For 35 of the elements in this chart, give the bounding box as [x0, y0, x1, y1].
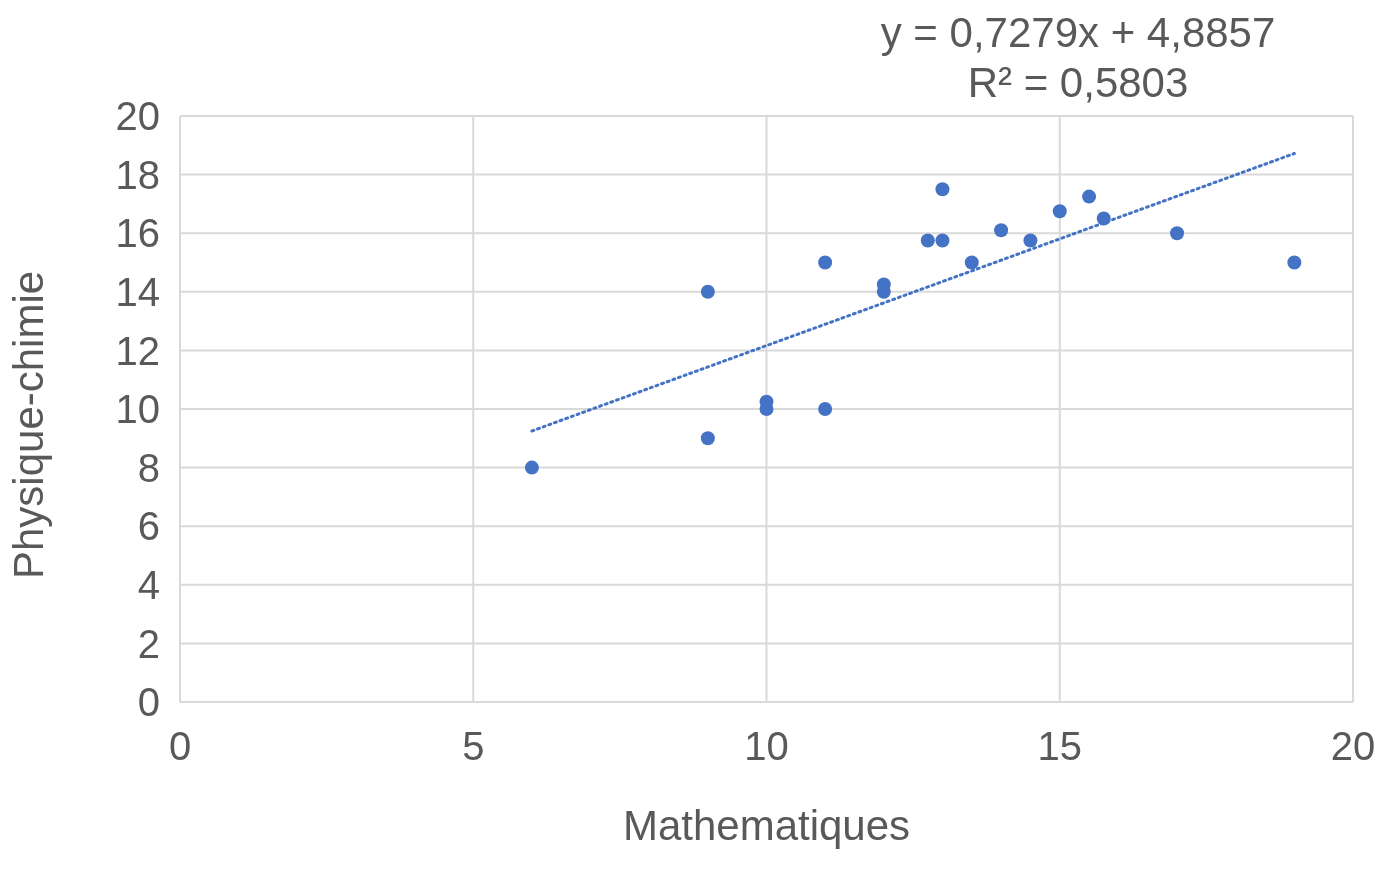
y-tick-label: 14 [115, 270, 160, 314]
point [1082, 189, 1097, 204]
y-tick-label: 12 [115, 328, 160, 373]
point [1287, 255, 1302, 270]
x-tick-label: 10 [744, 724, 789, 769]
point [524, 460, 539, 475]
y-axis-title: Physique-chimie [4, 270, 52, 579]
point [935, 182, 950, 197]
y-tick-label: 6 [137, 504, 160, 549]
point [700, 431, 715, 446]
y-tick-label: 18 [115, 152, 160, 197]
y-tick-label: 4 [137, 563, 160, 607]
point [935, 233, 950, 248]
point [1052, 204, 1067, 219]
point [994, 223, 1009, 238]
x-tick-label: 15 [1037, 724, 1082, 769]
text: y = 0,7279x + 4,8857 [879, 8, 1277, 58]
point [1170, 226, 1185, 241]
point [700, 284, 715, 299]
y-tick-label: 20 [115, 94, 160, 139]
x-axis-title: Mathematiques [622, 802, 911, 849]
y-tick-label: 2 [137, 621, 160, 666]
point [1023, 233, 1038, 248]
point [964, 255, 979, 270]
y-tick-label: 16 [115, 211, 160, 256]
point [818, 402, 833, 416]
x-tick-label: 5 [462, 724, 485, 769]
x-tick-label: 0 [168, 724, 192, 769]
text: R² = 0,5803 [966, 58, 1190, 108]
y-tick-label: 8 [137, 445, 160, 490]
x-tick-label: 20 [1330, 724, 1376, 769]
point [818, 255, 833, 270]
y-tick-label: 0 [137, 680, 160, 725]
y-tick-label: 10 [115, 387, 160, 432]
point [920, 233, 935, 248]
